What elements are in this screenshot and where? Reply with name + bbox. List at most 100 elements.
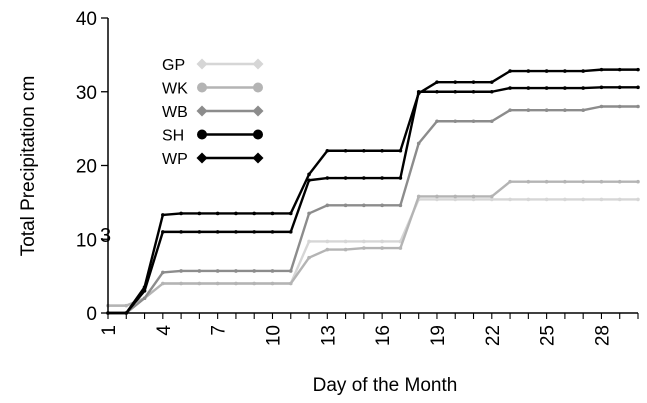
data-point-wb: [636, 104, 640, 109]
data-point-wp: [435, 89, 439, 94]
axes: [107, 18, 638, 314]
data-point-sh: [288, 211, 293, 216]
data-point-sh: [636, 67, 640, 72]
data-point-wb: [288, 269, 293, 273]
data-point-wk: [617, 179, 622, 184]
x-tick-label: 1: [99, 325, 120, 336]
data-point-sh: [581, 69, 585, 73]
data-point-wp: [161, 230, 165, 234]
data-point-gp: [453, 197, 458, 202]
data-point-gp: [544, 197, 549, 202]
data-point-wb: [161, 270, 165, 275]
data-point-wb: [435, 119, 439, 124]
data-point-sh: [362, 148, 366, 153]
data-point-wb: [581, 108, 585, 112]
data-point-sh: [380, 148, 384, 153]
data-point-wk: [124, 303, 129, 308]
data-point-sh: [234, 211, 238, 216]
data-point-gp: [489, 197, 494, 202]
legend-label-wp: WP: [162, 151, 188, 168]
data-point-sh: [435, 80, 439, 84]
data-point-wp: [343, 176, 348, 180]
y-tick-label: 10: [76, 230, 97, 251]
data-point-gp: [599, 197, 604, 202]
series-lines: [106, 67, 640, 315]
legend-marker-sh: [253, 129, 263, 140]
data-point-wk: [453, 194, 458, 199]
legend-marker-wp: [252, 152, 264, 164]
x-axis-label: Day of the Month: [313, 375, 458, 396]
data-point-wp: [563, 86, 567, 90]
data-point-wk: [398, 246, 403, 250]
data-point-wp: [526, 86, 531, 90]
data-point-sh: [252, 211, 257, 216]
data-point-wp: [508, 86, 512, 90]
data-point-wk: [325, 247, 330, 252]
data-point-wk: [563, 179, 567, 184]
legend-label-sh: SH: [162, 128, 184, 145]
data-point-wp: [179, 230, 183, 234]
series-line-wp: [108, 86, 638, 315]
series-line-wk: [108, 180, 638, 307]
data-point-wk: [435, 194, 439, 199]
data-point-sh: [179, 211, 183, 216]
data-point-wb: [489, 119, 494, 124]
y-tick-label: 20: [76, 157, 97, 178]
data-point-wk: [161, 281, 165, 286]
data-point-sh: [343, 148, 348, 153]
legend-marker-wb: [196, 105, 208, 117]
data-point-wp: [307, 178, 311, 183]
legend-marker-gp: [252, 58, 264, 70]
data-point-wk: [599, 179, 604, 184]
data-point-wb: [416, 141, 421, 146]
data-point-gp: [508, 197, 512, 202]
data-point-sh: [161, 213, 165, 217]
data-point-sh: [526, 69, 531, 73]
data-point-wb: [380, 203, 384, 208]
data-point-wk: [581, 179, 585, 184]
data-point-gp: [362, 239, 366, 244]
data-point-wk: [508, 179, 512, 184]
data-point-wk: [343, 247, 348, 252]
data-point-wb: [471, 119, 476, 124]
data-point-wb: [270, 269, 275, 273]
data-point-wp: [416, 89, 421, 94]
data-point-wb: [142, 296, 147, 301]
data-point-wk: [270, 281, 275, 286]
data-point-wb: [362, 203, 366, 208]
data-point-gp: [563, 197, 567, 202]
data-point-sh: [325, 148, 330, 153]
data-point-wp: [362, 176, 366, 180]
data-point-wp: [599, 85, 604, 90]
chart-annotation: 3: [100, 225, 111, 247]
data-point-sh: [471, 80, 476, 84]
data-point-wb: [252, 269, 257, 273]
data-point-wb: [526, 108, 531, 112]
data-point-wk: [252, 281, 257, 286]
series-line-gp: [108, 198, 638, 307]
data-point-wb: [599, 104, 604, 109]
y-tick-label: 30: [76, 83, 97, 104]
y-tick-label: 0: [86, 304, 97, 325]
data-point-gp: [526, 197, 531, 202]
data-point-wk: [179, 281, 183, 286]
x-axis-ticks: 1 4 7 10 13 16 19 22 25 28: [99, 313, 639, 346]
data-point-wp: [380, 176, 384, 180]
data-point-wb: [563, 108, 567, 112]
data-point-wp: [288, 230, 293, 234]
data-point-sh: [197, 211, 202, 216]
legend-marker-wk: [253, 82, 263, 93]
data-point-wp: [471, 89, 476, 94]
series-line-wb: [108, 105, 638, 315]
legend: GP WK WB SH WP: [162, 57, 264, 168]
data-point-sh: [215, 211, 220, 216]
data-point-sh: [563, 69, 567, 73]
data-point-sh: [489, 80, 494, 84]
data-point-gp: [343, 239, 348, 244]
data-point-wp: [636, 85, 640, 90]
x-tick-label: 25: [538, 325, 559, 346]
data-point-wb: [508, 108, 512, 112]
legend-marker-wp: [196, 152, 208, 164]
data-point-sh: [544, 69, 549, 73]
